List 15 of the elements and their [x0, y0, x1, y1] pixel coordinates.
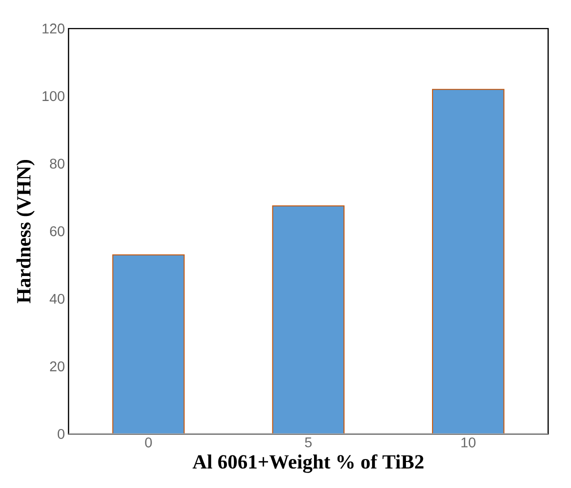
x-tick-label: 0	[145, 437, 152, 448]
x-tick-label: 5	[305, 437, 312, 448]
bar	[112, 254, 185, 434]
y-tick-label: 20	[50, 361, 64, 372]
y-tick-label: 0	[58, 428, 64, 439]
y-tick-label: 100	[42, 91, 64, 101]
bar	[272, 205, 345, 434]
y-tick-label: 120	[42, 23, 64, 34]
y-tick-label: 80	[50, 158, 64, 169]
y-axis-title: Hardness (VHN)	[16, 160, 35, 303]
y-tick-label: 40	[50, 294, 64, 304]
x-axis-title: Al 6061+Weight % of TiB2	[192, 454, 424, 473]
x-tick-label: 10	[461, 437, 476, 448]
y-tick-label: 60	[50, 226, 64, 236]
bar	[432, 88, 504, 434]
